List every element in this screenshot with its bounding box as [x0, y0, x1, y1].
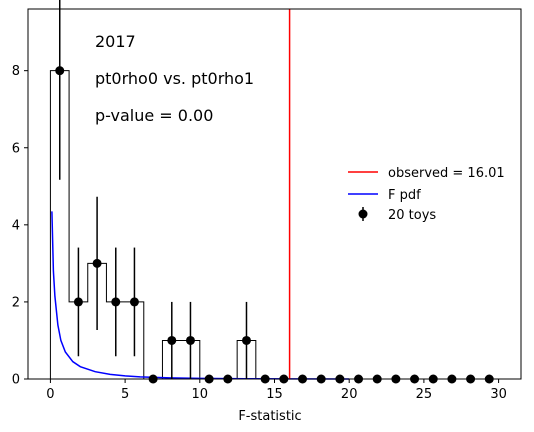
- toy-point: [73, 297, 83, 307]
- x-axis-label: F-statistic: [238, 409, 301, 424]
- x-tick-label: 15: [266, 387, 283, 402]
- toy-point: [185, 335, 195, 345]
- annotation-comparison: pt0rho0 vs. pt0rho1: [95, 69, 254, 88]
- x-tick-label: 5: [121, 387, 129, 402]
- x-tick-label: 10: [192, 387, 209, 402]
- x-tick-label: 25: [416, 387, 433, 402]
- y-tick-label: 6: [12, 141, 20, 156]
- legend-observed-label: observed = 16.01: [388, 166, 505, 181]
- toy-point: [241, 335, 251, 345]
- toy-point: [92, 258, 102, 268]
- axis-ticks: 0 5 10 15 20 25 30 0 2 4 6 8: [12, 64, 507, 402]
- toy-point: [111, 297, 121, 307]
- y-tick-label: 2: [12, 295, 20, 310]
- legend-toys-label: 20 toys: [388, 208, 436, 223]
- x-tick-label: 30: [490, 387, 507, 402]
- legend-toys-marker: [358, 209, 368, 219]
- legend-f-pdf-label: F pdf: [388, 188, 421, 203]
- plot-area: [49, 0, 499, 384]
- toy-point: [55, 66, 65, 76]
- y-tick-label: 8: [12, 64, 20, 79]
- x-tick-label: 0: [46, 387, 54, 402]
- axes-frame: [27, 8, 522, 380]
- toy-point: [129, 297, 139, 307]
- x-tick-label: 20: [341, 387, 358, 402]
- annotation-p-value: p-value = 0.00: [95, 106, 213, 125]
- toy-point: [167, 335, 177, 345]
- annotation-year: 2017: [95, 32, 136, 51]
- legend: observed = 16.01 F pdf 20 toys: [348, 166, 505, 223]
- y-tick-label: 0: [12, 373, 20, 388]
- y-tick-label: 4: [12, 218, 20, 233]
